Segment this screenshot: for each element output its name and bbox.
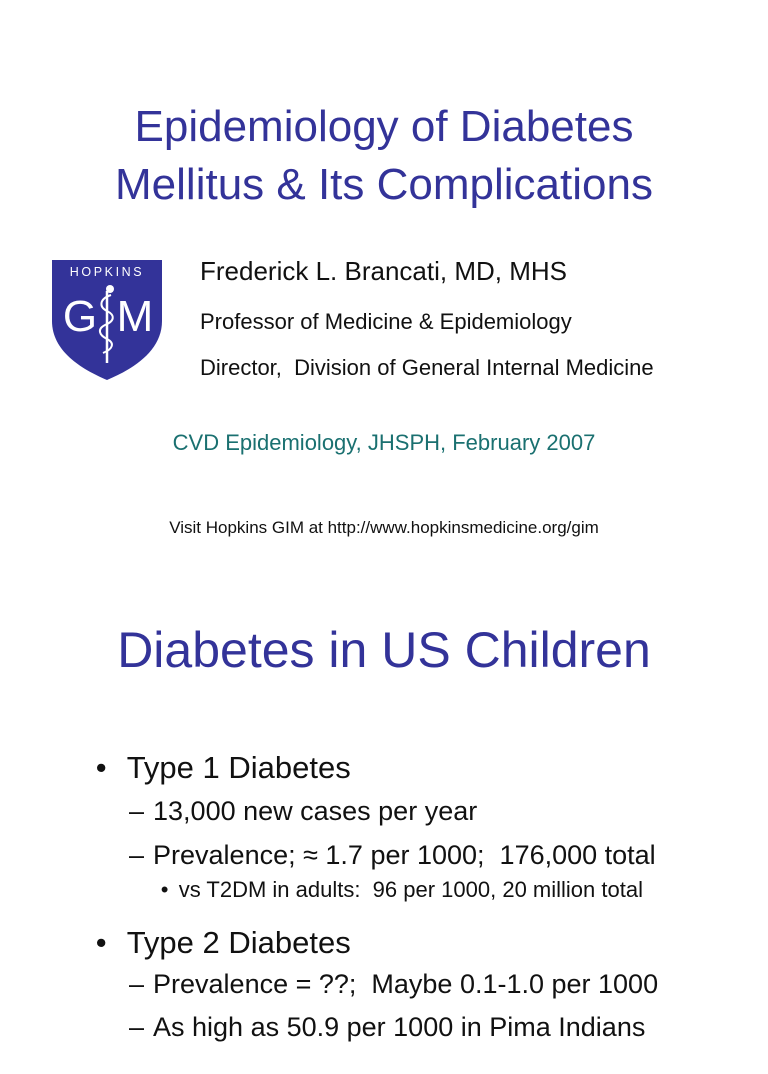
author-name: Frederick L. Brancati, MD, MHS [200, 256, 567, 286]
bullet-marker: • [160, 877, 169, 902]
visit-link-line: Visit Hopkins GIM at http://www.hopkinsm… [169, 518, 599, 537]
bullet-text: Prevalence = ??; Maybe 0.1-1.0 per 1000 [153, 969, 659, 999]
logo-hopkins-text: HOPKINS [70, 265, 144, 279]
bullet-item: • Type 2 Diabetes [44, 889, 351, 997]
author-role-director: Director, Division of General Internal M… [200, 355, 654, 380]
logo-letter-m: M [117, 292, 154, 341]
sub-bullet-item: – As high as 50.9 per 1000 in Pima Indian… [84, 981, 645, 1074]
bullet-text: 13,000 new cases per year [153, 796, 478, 826]
conference-line: CVD Epidemiology, JHSPH, February 2007 [172, 430, 596, 455]
bullet-marker: • [95, 925, 107, 960]
sub-bullet-item: – Prevalence; ≈ 1.7 per 1000; 176,000 tot… [84, 809, 656, 902]
slide-title: Epidemiology of Diabetes Mellitus & Its … [0, 98, 768, 214]
bullet-text: Prevalence; ≈ 1.7 per 1000; 176,000 tota… [153, 840, 656, 870]
slide-title-line2: Mellitus & Its Complications [115, 160, 653, 209]
title-slide: Epidemiology of Diabetes Mellitus & Its … [0, 98, 768, 537]
bullet-text: vs T2DM in adults: 96 per 1000, 20 milli… [178, 877, 643, 902]
logo-letter-g: G [63, 292, 97, 341]
bullet-text: As high as 50.9 per 1000 in Pima Indians [153, 1012, 646, 1042]
dash-marker: – [129, 1012, 145, 1042]
sub-bullet-item: – Prevalence = ??; Maybe 0.1-1.0 per 1000 [84, 938, 658, 1031]
author-role-professor: Professor of Medicine & Epidemiology [200, 309, 572, 334]
bullet-item: • Type 1 Diabetes [44, 714, 351, 822]
bullet-marker: • [95, 750, 107, 785]
bullet-text: Type 1 Diabetes [126, 750, 351, 785]
slide-title: Diabetes in US Children [117, 622, 651, 678]
sub-sub-bullet-item: • vs T2DM in adults: 96 per 1000, 20 mill… [124, 851, 643, 929]
slide-title-line1: Epidemiology of Diabetes [134, 102, 634, 151]
dash-marker: – [129, 796, 145, 826]
dash-marker: – [129, 840, 145, 870]
hopkins-gim-logo-icon: HOPKINS G M [52, 260, 162, 380]
dash-marker: – [129, 969, 145, 999]
sub-bullet-item: –13,000 new cases per year [84, 765, 477, 858]
content-slide: Diabetes in US Children • Type 1 Diabetes… [0, 576, 768, 1042]
bullet-text: Type 2 Diabetes [126, 925, 351, 960]
